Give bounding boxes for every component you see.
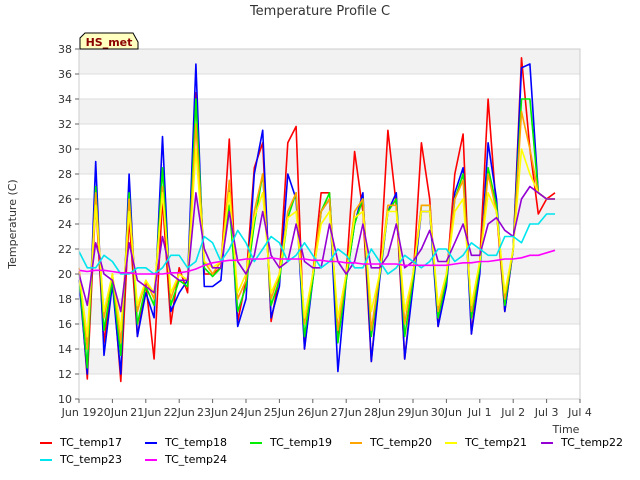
legend-item-tc_temp23: TC_temp23 <box>40 453 122 467</box>
x-tick-label: 28Jun <box>364 406 395 419</box>
site-badge-box <box>79 32 139 50</box>
legend-item-tc_temp21: TC_temp21 <box>445 436 527 450</box>
y-tick-label: 18 <box>58 293 72 306</box>
legend-label: TC_temp20 <box>370 436 433 449</box>
x-tick-label: Jun 19 <box>61 406 97 419</box>
legend-swatch <box>145 442 157 444</box>
legend-item-tc_temp17: TC_temp17 <box>40 436 122 450</box>
legend-swatch <box>350 442 362 444</box>
grid-band <box>79 99 580 124</box>
grid-band <box>79 149 580 174</box>
y-tick-label: 28 <box>58 168 72 181</box>
site-badge: HS_met <box>79 32 139 50</box>
series-line-tc_temp23 <box>78 213 555 275</box>
y-tick-label: 14 <box>58 343 72 356</box>
y-tick-label: 34 <box>58 93 72 106</box>
legend-item-tc_temp20: TC_temp20 <box>350 436 432 450</box>
y-tick-label: 16 <box>58 318 72 331</box>
x-tick-label: Jul 4 <box>567 406 592 419</box>
y-tick-label: 30 <box>58 143 72 156</box>
legend-swatch <box>40 442 52 444</box>
grid-band <box>79 349 580 374</box>
site-badge-label: HS_met <box>86 36 133 49</box>
series-lines <box>78 56 556 383</box>
legend-item-tc_temp24: TC_temp24 <box>145 453 227 467</box>
legend-swatch <box>250 442 262 444</box>
x-tick-label: 26Jun <box>297 406 328 419</box>
y-tick-label: 12 <box>58 368 72 381</box>
y-tick-label: 38 <box>58 43 72 56</box>
y-axis-label: Temperature (C) <box>6 179 19 269</box>
legend-swatch <box>145 459 157 461</box>
x-tick-label: Jul 1 <box>467 406 492 419</box>
x-tick-label: Jul 3 <box>534 406 559 419</box>
legend: TC_temp17 TC_temp18 TC_temp19 TC_temp20 TC_t… <box>40 436 623 472</box>
legend-item-tc_temp18: TC_temp18 <box>145 436 227 450</box>
series-line-tc_temp21 <box>78 148 555 338</box>
series-line-tc_temp17 <box>78 56 556 383</box>
y-tick-label: 32 <box>58 118 72 131</box>
legend-swatch <box>445 442 457 444</box>
y-tick-label: 22 <box>58 243 72 256</box>
legend-label: TC_temp21 <box>465 436 528 449</box>
x-tick-label: 27Jun <box>331 406 362 419</box>
y-tick-label: 10 <box>58 393 72 406</box>
legend-label: TC_temp22 <box>561 436 624 449</box>
legend-label: TC_temp17 <box>60 436 123 449</box>
x-tick-label: 20Jun <box>97 406 128 419</box>
legend-swatch <box>40 459 52 461</box>
series-line-tc_temp22 <box>78 185 555 313</box>
x-tick-label: 29Jun <box>397 406 428 419</box>
y-tick-labels: 10 12 14 16 18 20 22 24 26 28 30 32 34 36 38 <box>58 43 79 406</box>
x-tick-label: 30Jun <box>431 406 462 419</box>
chart-title: Temperature Profile C <box>249 4 390 19</box>
grid-band <box>79 299 580 324</box>
x-tick-label: 22Jun <box>164 406 195 419</box>
y-tick-label: 26 <box>58 193 72 206</box>
legend-label: TC_temp23 <box>60 453 123 466</box>
y-tick-label: 20 <box>58 268 72 281</box>
legend-label: TC_temp24 <box>165 453 228 466</box>
x-tick-label: 24Jun <box>230 406 261 419</box>
x-axis-label: Time <box>552 423 580 436</box>
legend-label: TC_temp19 <box>270 436 333 449</box>
y-tick-label: 24 <box>58 218 72 231</box>
legend-swatch <box>541 442 553 444</box>
series-line-tc_temp24 <box>78 249 556 275</box>
x-tick-labels: Jun 19 20Jun 21Jun 22Jun 23Jun 24Jun 25Jun 26Ju… <box>61 399 592 419</box>
y-tick-label: 36 <box>58 68 72 81</box>
grid-band <box>79 49 580 74</box>
x-tick-label: 25Jun <box>264 406 295 419</box>
legend-item-tc_temp19: TC_temp19 <box>250 436 332 450</box>
legend-item-tc_temp22: TC_temp22 <box>541 436 623 450</box>
x-tick-label: 21Jun <box>130 406 161 419</box>
legend-label: TC_temp18 <box>165 436 228 449</box>
x-tick-label: Jul 2 <box>500 406 525 419</box>
x-tick-label: 23Jun <box>197 406 228 419</box>
